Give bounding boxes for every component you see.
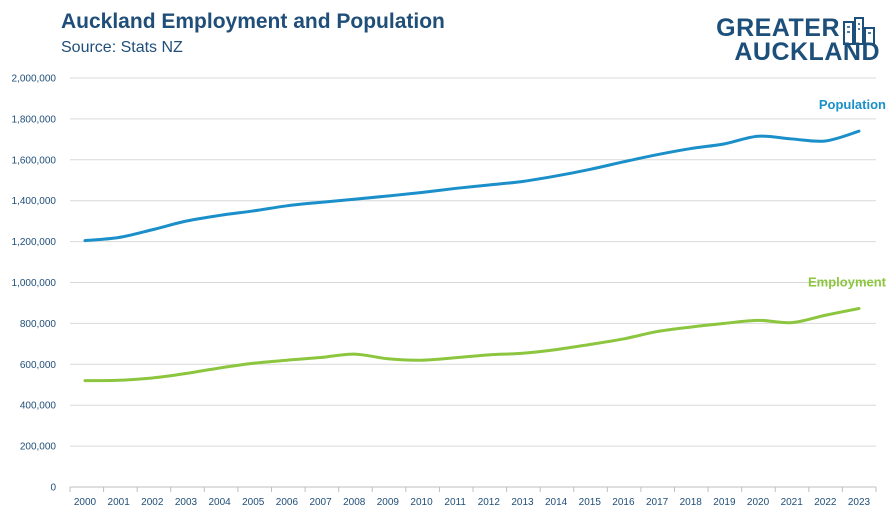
- y-tick-label: 1,400,000: [12, 196, 57, 207]
- series-label-employment: Employment: [808, 274, 887, 289]
- x-tick-label: 2007: [309, 497, 332, 508]
- x-tick-label: 2021: [781, 497, 804, 508]
- x-tick-label: 2009: [377, 497, 400, 508]
- x-tick-label: 2005: [242, 497, 265, 508]
- buildings-icon: [843, 17, 875, 45]
- y-tick-label: 800,000: [20, 319, 57, 330]
- x-tick-label: 2012: [478, 497, 501, 508]
- x-tick-label: 2003: [175, 497, 198, 508]
- series-lines: Population Employment: [83, 97, 887, 383]
- x-tick-label: 2004: [208, 497, 231, 508]
- x-tick-label: 2011: [444, 497, 466, 508]
- x-tick-label: 2016: [612, 497, 635, 508]
- x-tick-label: 2008: [343, 497, 366, 508]
- y-tick-label: 200,000: [20, 442, 57, 453]
- x-tick-label: 2010: [410, 497, 433, 508]
- logo-text-greater: GREATER: [716, 14, 840, 42]
- x-tick-label: 2000: [74, 497, 97, 508]
- y-tick-label: 1,200,000: [12, 237, 57, 248]
- greater-auckland-logo: GREATER AUCKLAND: [716, 14, 880, 70]
- x-tick-label: 2019: [713, 497, 736, 508]
- series-label-population: Population: [819, 97, 886, 112]
- y-tick-label: 400,000: [20, 401, 57, 412]
- series-line-population: [83, 129, 861, 243]
- x-tick-label: 2001: [108, 497, 131, 508]
- x-tick-label: 2022: [814, 497, 837, 508]
- logo-text-auckland: AUCKLAND: [734, 38, 880, 66]
- x-tick-label: 2015: [579, 497, 602, 508]
- series-line-employment: [83, 306, 861, 383]
- x-tick-label: 2002: [141, 497, 164, 508]
- y-tick-label: 1,000,000: [12, 278, 57, 289]
- y-tick-label: 0: [50, 483, 56, 494]
- chart-subtitle: Source: Stats NZ: [61, 39, 183, 56]
- chart-title: Auckland Employment and Population: [61, 10, 445, 33]
- y-tick-label: 1,600,000: [12, 155, 57, 166]
- x-tick-label: 2018: [680, 497, 703, 508]
- x-tick-label: 2014: [545, 497, 568, 508]
- x-tick-label: 2006: [276, 497, 299, 508]
- y-tick-label: 2,000,000: [12, 74, 57, 85]
- gridlines: [70, 77, 876, 447]
- x-tick-label: 2017: [646, 497, 669, 508]
- y-tick-label: 600,000: [20, 360, 57, 371]
- x-tick-label: 2023: [848, 497, 871, 508]
- x-tick-label: 2020: [747, 497, 770, 508]
- axes: 0 200,000 400,000 600,000 800,000 1,000,000 1,…: [12, 74, 877, 508]
- y-tick-label: 1,800,000: [12, 114, 57, 125]
- x-tick-label: 2013: [511, 497, 534, 508]
